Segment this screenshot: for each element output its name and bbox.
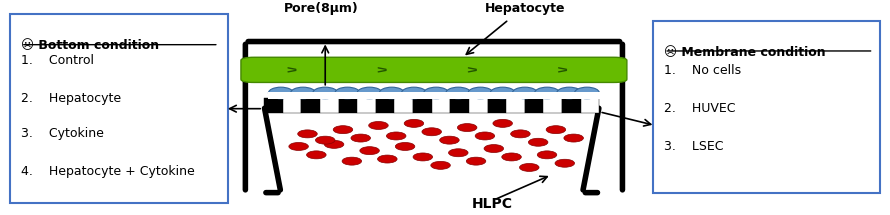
FancyBboxPatch shape [241,57,627,82]
Bar [413,98,432,113]
Ellipse shape [511,130,530,138]
Bar [394,98,413,113]
Bar [562,98,581,113]
Ellipse shape [315,136,335,144]
Bar [357,98,376,113]
Ellipse shape [413,153,433,161]
Ellipse shape [546,126,566,134]
Ellipse shape [324,140,344,148]
Ellipse shape [306,151,326,159]
Ellipse shape [513,87,538,99]
Bar [423,92,449,99]
Ellipse shape [342,157,361,165]
Ellipse shape [466,157,486,165]
Ellipse shape [468,87,493,99]
Ellipse shape [475,132,495,140]
Ellipse shape [555,159,575,167]
Ellipse shape [351,134,370,142]
Bar [512,92,538,99]
Ellipse shape [291,87,315,99]
Bar [544,98,562,113]
Ellipse shape [520,163,539,171]
Bar [445,92,472,99]
FancyBboxPatch shape [11,14,228,203]
Text: ☹ Bottom condition: ☹ Bottom condition [20,39,159,52]
Bar [264,98,283,113]
Ellipse shape [377,155,397,163]
Ellipse shape [422,128,441,136]
Bar [320,98,338,113]
Ellipse shape [538,151,557,159]
Bar [506,98,525,113]
Ellipse shape [404,119,424,127]
Bar [356,92,383,99]
Text: 3.    LSEC: 3. LSEC [664,140,724,153]
Ellipse shape [335,87,360,99]
Ellipse shape [431,161,450,169]
Bar [525,98,544,113]
Bar [488,98,506,113]
Bar [450,98,469,113]
Bar [490,92,516,99]
Bar [432,98,450,113]
Bar [581,98,599,113]
Ellipse shape [424,87,449,99]
Ellipse shape [493,119,513,127]
Bar [334,92,360,99]
Bar [268,92,295,99]
Text: 2.    HUVEC: 2. HUVEC [664,102,736,115]
Text: Pore(8μm): Pore(8μm) [283,3,358,15]
Bar [338,98,357,113]
Text: Hepatocyte: Hepatocyte [484,3,565,15]
Ellipse shape [269,87,294,99]
Ellipse shape [395,143,415,150]
Ellipse shape [535,87,560,99]
Bar [469,98,488,113]
Bar [376,98,394,113]
Ellipse shape [386,132,406,140]
Ellipse shape [368,121,388,129]
Bar [556,92,583,99]
Ellipse shape [490,87,515,99]
Bar [534,92,561,99]
Ellipse shape [557,87,582,99]
Ellipse shape [575,87,599,99]
Ellipse shape [379,87,404,99]
Ellipse shape [529,138,548,146]
Text: 4.    Hepatocyte + Cytokine: 4. Hepatocyte + Cytokine [20,165,195,178]
FancyBboxPatch shape [653,21,879,193]
Ellipse shape [298,130,317,138]
Bar [302,98,320,113]
Text: 1.    No cells: 1. No cells [664,64,741,77]
Ellipse shape [357,87,382,99]
Ellipse shape [289,143,308,150]
Ellipse shape [457,124,477,132]
Ellipse shape [484,144,504,152]
Bar [283,98,302,113]
Text: 2.    Hepatocyte: 2. Hepatocyte [20,92,121,105]
Ellipse shape [312,87,337,99]
Bar [312,92,338,99]
Ellipse shape [333,126,352,134]
Ellipse shape [440,136,459,144]
Bar [400,92,427,99]
Ellipse shape [502,153,522,161]
Ellipse shape [360,147,379,155]
Text: 1.    Control: 1. Control [20,54,94,67]
Bar [574,92,600,99]
Text: ☹ Membrane condition: ☹ Membrane condition [664,46,826,59]
Ellipse shape [449,149,468,157]
Text: HLPC: HLPC [472,197,513,211]
Ellipse shape [446,87,471,99]
Ellipse shape [564,134,584,142]
Ellipse shape [401,87,426,99]
Bar [290,92,316,99]
Bar [467,92,494,99]
Bar [378,92,405,99]
Text: 3.    Cytokine: 3. Cytokine [20,127,104,140]
